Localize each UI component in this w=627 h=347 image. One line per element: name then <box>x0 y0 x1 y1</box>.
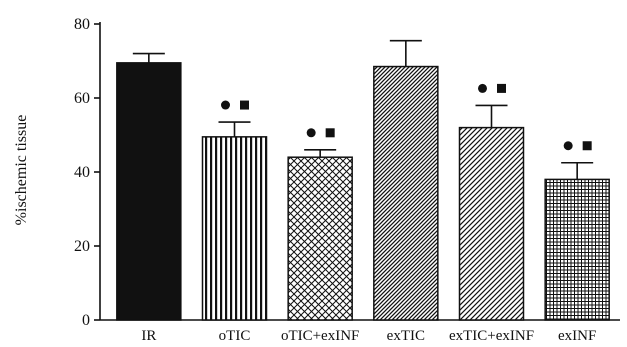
x-tick-label: IR <box>141 328 156 344</box>
circle-marker <box>306 128 316 138</box>
x-tick-labels: IR oTIC oTIC+exINF exTIC exTIC+exINF exINF <box>141 328 596 344</box>
circle-marker <box>221 100 230 110</box>
x-tick-label: oTIC+exINF <box>281 328 359 344</box>
y-tick-label: 60 <box>74 90 90 107</box>
x-tick-label: oTIC <box>219 328 251 344</box>
square-marker <box>582 141 592 151</box>
x-tick-label: exINF <box>558 328 596 344</box>
bar <box>373 65 439 321</box>
bar <box>201 136 268 321</box>
square-marker <box>497 83 506 93</box>
circle-marker <box>563 141 573 151</box>
x-tick-label: exTIC+exINF <box>449 328 534 344</box>
y-tick-label: 80 <box>74 16 90 33</box>
bar <box>544 178 610 321</box>
circle-marker <box>478 83 487 93</box>
square-marker <box>325 128 335 138</box>
square-marker <box>240 100 249 110</box>
y-tick-label: 40 <box>74 164 90 181</box>
bar <box>287 156 353 321</box>
y-tick-label: 0 <box>82 312 90 329</box>
significance-markers <box>221 83 592 151</box>
x-tick-label: exTIC <box>387 328 425 344</box>
error-bars <box>132 39 594 180</box>
axes: 0 20 40 60 80 <box>74 16 620 329</box>
y-tick-label: 20 <box>74 238 90 255</box>
bars <box>116 62 610 321</box>
bar <box>116 62 182 321</box>
y-axis-label: %ischemic tissue <box>13 115 30 226</box>
bar <box>458 126 525 321</box>
